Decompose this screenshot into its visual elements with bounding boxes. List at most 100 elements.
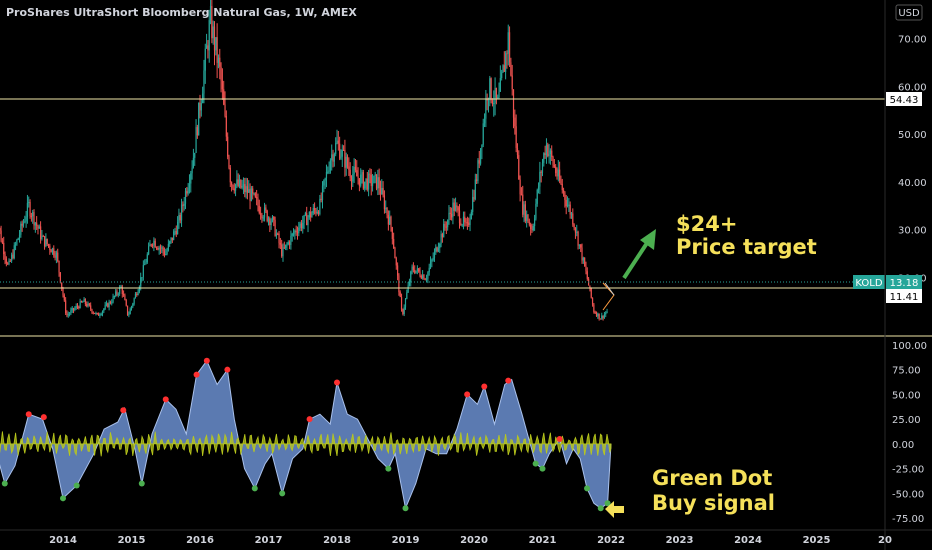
sell-signal-dot xyxy=(334,379,340,386)
candle-body xyxy=(200,102,202,111)
candle-body xyxy=(461,224,463,226)
candle-body xyxy=(41,235,43,239)
candle-body xyxy=(423,274,425,280)
candle-body xyxy=(350,177,353,182)
candle-body xyxy=(134,293,137,299)
candle-body xyxy=(125,300,127,306)
candle-body xyxy=(307,217,309,226)
candle-body xyxy=(605,312,607,315)
candle-body xyxy=(11,254,13,262)
sell-signal-dot xyxy=(162,396,169,403)
buy-signal-dot xyxy=(279,490,286,497)
level-tag-lower xyxy=(886,289,922,303)
candle-body xyxy=(154,240,156,248)
candle-body xyxy=(132,303,134,307)
candle-body xyxy=(122,294,125,296)
candle-body xyxy=(0,230,2,242)
candle-body xyxy=(590,287,592,298)
candle-body xyxy=(321,185,324,200)
candle-body xyxy=(33,212,35,226)
buy-signal-dot xyxy=(597,505,604,512)
candle-body xyxy=(32,212,34,217)
candle-body xyxy=(174,231,176,233)
candle-body xyxy=(265,207,267,211)
sell-signal-dot xyxy=(40,414,47,421)
candle-body xyxy=(66,313,68,316)
candle-body xyxy=(425,278,428,280)
candle-body xyxy=(38,226,40,229)
candle-body xyxy=(327,171,329,173)
buy-signal-dot xyxy=(251,485,258,492)
candle-body xyxy=(389,216,391,225)
candle-body xyxy=(454,205,457,211)
candle-body xyxy=(234,184,237,191)
candle-body xyxy=(199,102,201,111)
candle-body xyxy=(410,271,412,283)
candle-body xyxy=(3,242,5,255)
candle-body xyxy=(75,306,77,309)
candle-body xyxy=(136,293,138,296)
candle-body xyxy=(68,313,71,315)
candle-body xyxy=(213,26,216,51)
candle-body xyxy=(55,252,58,258)
candle-body xyxy=(105,303,108,306)
candle-body xyxy=(364,181,366,189)
candle-body xyxy=(594,312,596,314)
buy-signal-pointer xyxy=(605,501,624,518)
candle-body xyxy=(379,188,382,195)
candle-body xyxy=(302,222,304,229)
time-tick-label: 2023 xyxy=(666,535,694,546)
candle-body xyxy=(566,204,569,207)
candle-body xyxy=(582,257,584,261)
candle-body xyxy=(516,147,519,156)
sell-signal-dot xyxy=(203,357,210,364)
candle-body xyxy=(88,303,90,306)
candle-body xyxy=(290,235,292,245)
candle-body xyxy=(233,188,235,191)
price-tick-label: 60.00 xyxy=(898,82,927,93)
candle-body xyxy=(382,187,384,196)
candle-body xyxy=(342,149,345,151)
candle-body xyxy=(163,251,166,255)
candle-body xyxy=(403,307,405,314)
candle-body xyxy=(220,66,222,81)
candle-body xyxy=(306,213,308,226)
candle-body xyxy=(262,217,264,219)
candle-body xyxy=(352,174,354,182)
candle-body xyxy=(216,37,218,63)
candle-body xyxy=(261,214,263,219)
candle-body xyxy=(527,214,529,223)
oscillator-pane[interactable] xyxy=(0,357,612,512)
candle-body xyxy=(522,194,524,215)
candle-body xyxy=(495,87,497,98)
price-pane[interactable] xyxy=(0,0,608,321)
candle-body xyxy=(537,186,540,190)
candle-body xyxy=(391,227,393,239)
candle-body xyxy=(87,303,89,307)
candle-body xyxy=(249,189,251,201)
candle-body xyxy=(399,292,401,298)
candle-body xyxy=(107,303,109,308)
oscillator-axis[interactable]: -75.00 -50.00 -25.00 0.00 25.00 50.00 75.00 100… xyxy=(892,341,927,525)
candle-body xyxy=(466,222,469,224)
candle-body xyxy=(578,244,580,246)
currency-badge[interactable] xyxy=(895,4,923,21)
candle-body xyxy=(317,211,320,215)
candle-body xyxy=(180,204,183,221)
candle-body xyxy=(551,150,553,158)
candle-body xyxy=(419,271,421,277)
candle-body xyxy=(483,118,486,124)
candle-body xyxy=(258,205,260,214)
candle-body xyxy=(83,298,85,302)
time-axis[interactable]: 2014 2015 2016 2017 2018 2019 2020 2021 2022 2023… xyxy=(49,535,892,546)
candle-body xyxy=(282,247,284,257)
currency-label: USD xyxy=(898,8,920,19)
candle-body xyxy=(231,182,233,186)
candle-body xyxy=(58,260,60,273)
candle-body xyxy=(568,204,570,206)
candle-body xyxy=(91,309,93,313)
candle-body xyxy=(449,212,451,214)
candle-body xyxy=(598,313,600,319)
candle-body xyxy=(502,65,504,73)
candle-body xyxy=(533,218,536,227)
